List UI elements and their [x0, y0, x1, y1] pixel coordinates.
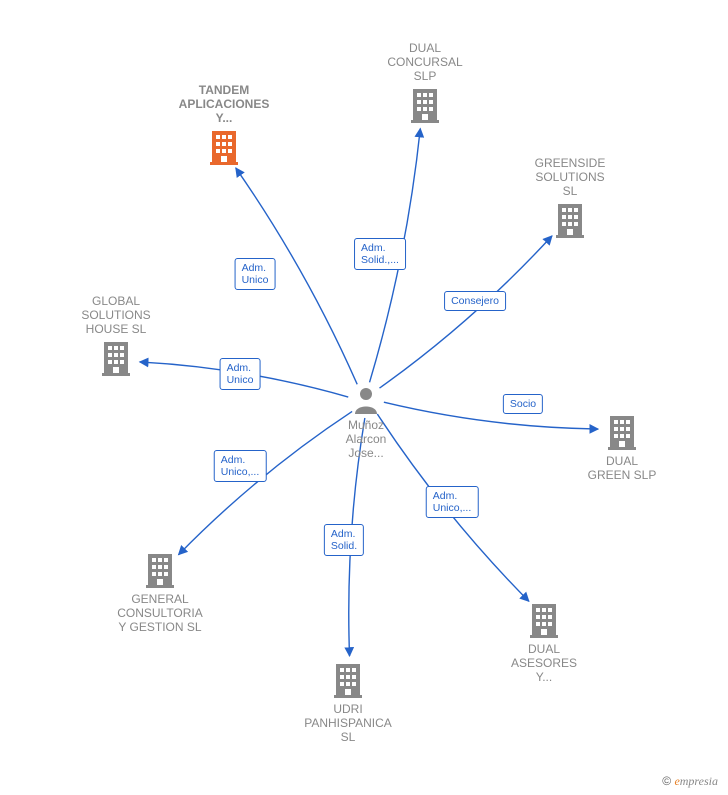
building-icon: [100, 340, 132, 376]
edge-line: [384, 402, 598, 429]
building-icon: [208, 129, 240, 165]
copyright-symbol: ©: [662, 774, 671, 788]
building-icon: [409, 87, 441, 123]
person-icon: [353, 386, 379, 414]
edge-line: [379, 236, 552, 388]
building-icon: [332, 662, 364, 698]
footer-credit: © empresia: [662, 774, 718, 789]
edge-line: [370, 129, 421, 383]
building-icon: [554, 202, 586, 238]
edge-line: [140, 362, 349, 397]
brand-rest: mpresia: [680, 774, 718, 788]
building-icon: [528, 602, 560, 638]
building-icon: [606, 414, 638, 450]
edge-line: [377, 414, 529, 601]
building-icon: [144, 552, 176, 588]
edge-line: [179, 411, 353, 554]
edge-line: [349, 418, 365, 656]
edge-line: [236, 168, 357, 384]
